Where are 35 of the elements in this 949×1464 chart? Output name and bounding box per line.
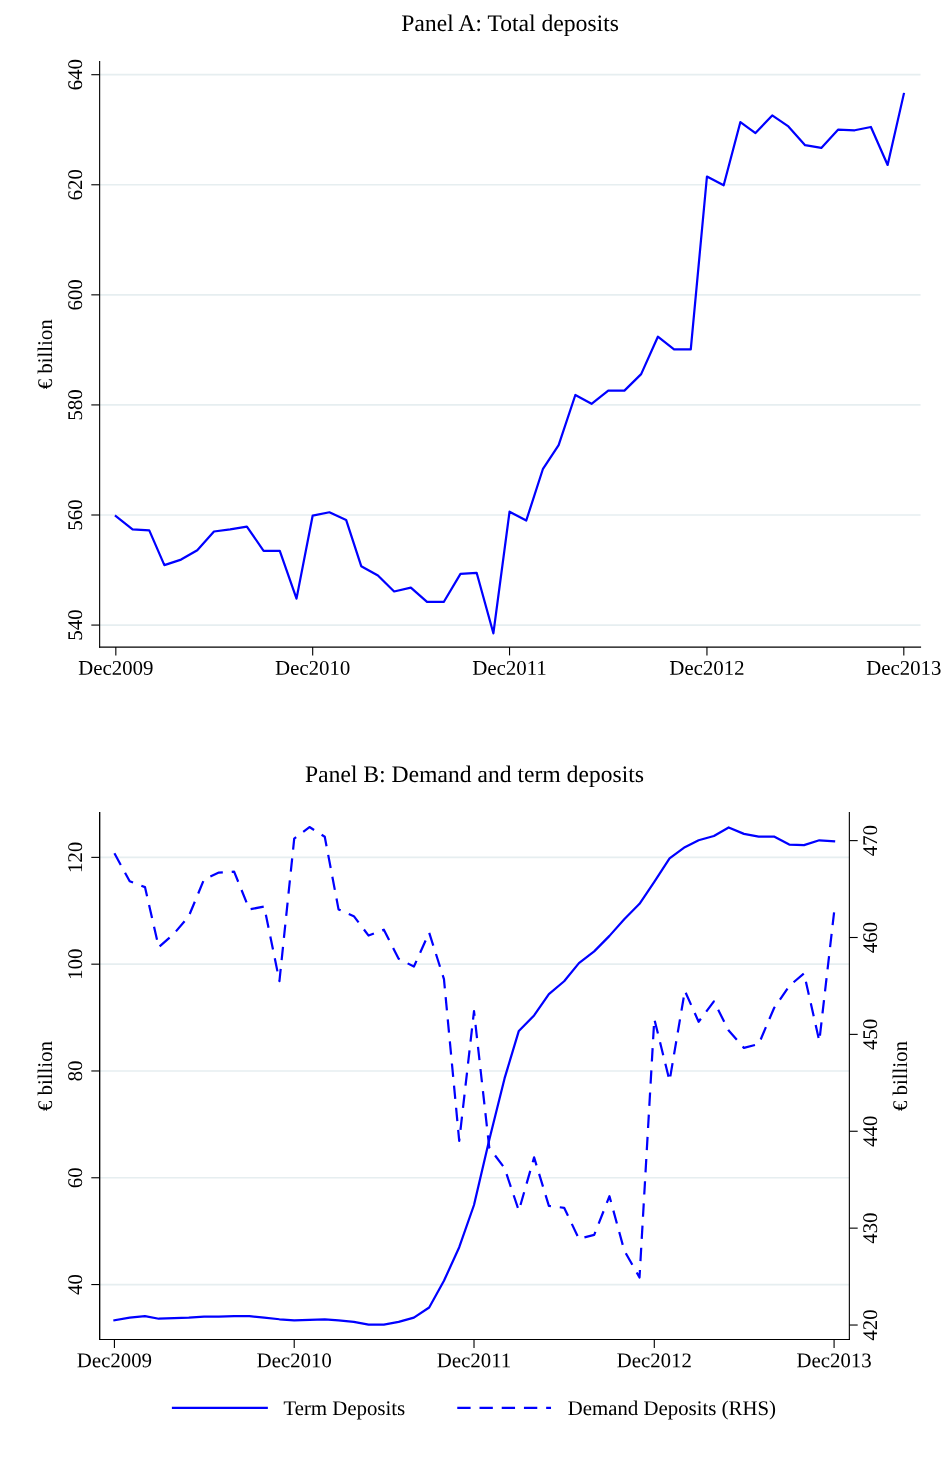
y-tick-label: 600 xyxy=(68,280,83,310)
x-tick-label: Dec2011 xyxy=(472,660,546,675)
legend-label: Demand Deposits (RHS) xyxy=(568,1400,776,1420)
x-tick-label: Dec2011 xyxy=(437,1353,510,1368)
y-tick-label: 120 xyxy=(68,842,83,872)
y-tick-label: 620 xyxy=(68,169,83,200)
y-tick-label: 560 xyxy=(68,500,83,530)
y2-tick-label: 450 xyxy=(863,1019,878,1050)
y-tick-label: 40 xyxy=(68,1274,83,1295)
x-tick-label: Dec2009 xyxy=(78,660,153,675)
y-tick-label: 540 xyxy=(68,610,83,640)
line-series xyxy=(114,92,905,635)
y-tick-label: 640 xyxy=(68,59,83,90)
y-tick-label: 580 xyxy=(68,390,83,420)
x-tick-label: Dec2012 xyxy=(617,1353,691,1368)
y2-tick-label: 430 xyxy=(863,1213,878,1244)
y2-axis-title: € billion xyxy=(892,1041,908,1111)
x-tick-label: Dec2009 xyxy=(77,1353,152,1368)
y-tick-label: 80 xyxy=(68,1061,83,1081)
chart-title: Panel B: Demand and term deposits xyxy=(305,765,644,787)
x-tick-label: Dec2013 xyxy=(797,1353,871,1368)
y-tick-label: 100 xyxy=(68,949,83,978)
y-axis-title: € billion xyxy=(37,319,53,389)
y2-tick-label: 420 xyxy=(863,1310,878,1341)
y2-tick-label: 460 xyxy=(863,922,878,953)
y2-tick-label: 440 xyxy=(863,1116,878,1147)
x-tick-label: Dec2013 xyxy=(866,660,941,675)
legend-label: Term Deposits xyxy=(283,1401,405,1420)
y2-tick-label: 470 xyxy=(863,825,878,856)
y-axis-title: € billion xyxy=(37,1041,53,1111)
chart-title: Panel A: Total deposits xyxy=(401,14,619,36)
y-tick-label: 60 xyxy=(68,1168,83,1188)
x-tick-label: Dec2010 xyxy=(257,1353,332,1368)
x-tick-label: Dec2012 xyxy=(669,660,744,675)
x-tick-label: Dec2010 xyxy=(275,660,350,675)
